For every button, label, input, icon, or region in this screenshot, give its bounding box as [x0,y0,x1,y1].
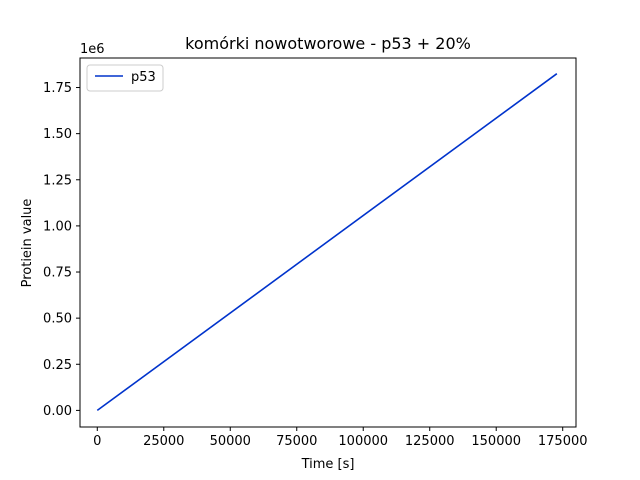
x-tick-label: 100000 [338,434,388,449]
axis-ticks: 0 25000 50000 75000 100000 125000 150000 175000… [43,81,587,449]
plot-lines [96,73,558,412]
x-tick-label: 75000 [276,434,317,449]
x-tick-label: 50000 [210,434,251,449]
x-tick-label: 150000 [471,434,521,449]
x-tick-label: 0 [93,434,101,449]
x-tick-label: 175000 [538,434,588,449]
legend-label-p53: p53 [131,70,156,85]
y-tick-label: 1.75 [43,81,72,96]
x-axis-label: Time [s] [301,457,355,472]
axes-frame [79,57,577,428]
chart-title: komórki nowotworowe - p53 + 20% [185,34,471,53]
legend: p53 [86,64,164,92]
x-tick-label: 25000 [143,434,184,449]
y-tick-label: 1.00 [43,219,72,234]
y-offset-label: 1e6 [80,42,105,57]
series-line-p53 [96,73,558,412]
y-axis-label: Protiein value [20,199,35,288]
y-tick-label: 0.50 [43,312,72,327]
y-tick-label: 0.25 [43,358,72,373]
y-tick-label: 1.50 [43,127,72,142]
y-tick-label: 0.00 [43,404,72,419]
x-tick-label: 125000 [405,434,455,449]
y-tick-label: 1.25 [43,173,72,188]
legend-box [86,64,164,92]
y-tick-label: 0.75 [43,266,72,281]
